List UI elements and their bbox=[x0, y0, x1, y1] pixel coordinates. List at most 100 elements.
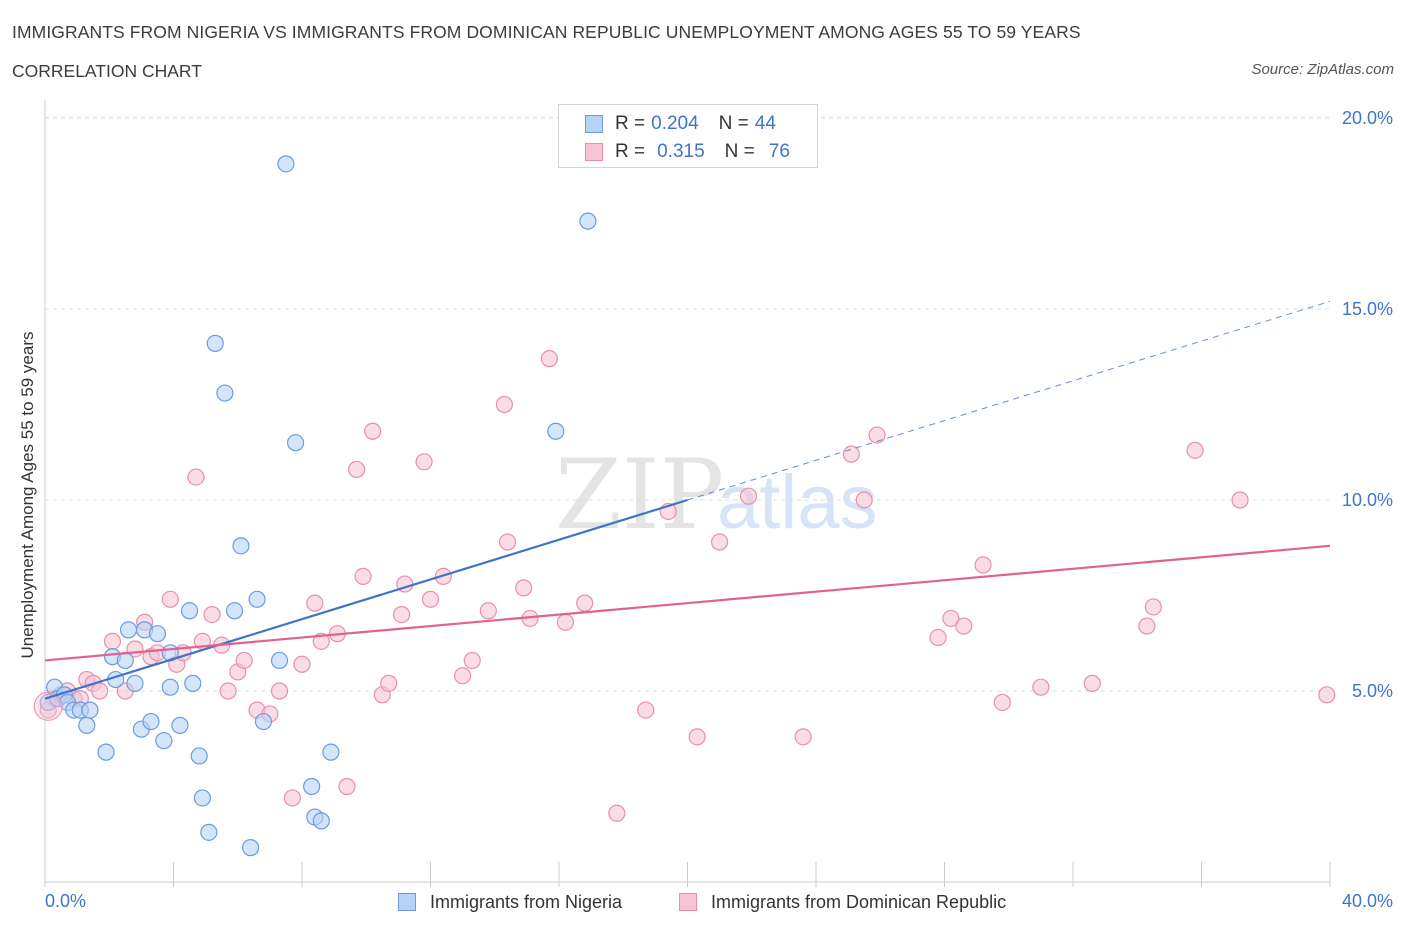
nigeria-point bbox=[286, 434, 305, 452]
dominican-point bbox=[794, 728, 812, 746]
dominican-point bbox=[1186, 441, 1204, 459]
dominican-point bbox=[187, 468, 205, 486]
dominican-point bbox=[993, 693, 1011, 712]
nigeria-point bbox=[225, 602, 244, 620]
nigeria-point bbox=[216, 384, 234, 402]
nigeria-point bbox=[180, 602, 199, 620]
nigeria-point bbox=[206, 334, 224, 352]
y-tick-label: 10.0% bbox=[1342, 490, 1393, 510]
dominican-point bbox=[1318, 686, 1336, 704]
dominican-point bbox=[499, 533, 517, 551]
dominican-point bbox=[421, 590, 440, 608]
chart-subtitle: CORRELATION CHART bbox=[12, 61, 202, 81]
nigeria-point bbox=[579, 212, 597, 230]
legend-row-dominican: R = 0.315 N = 76 bbox=[585, 140, 790, 164]
dominican-point bbox=[495, 395, 513, 414]
nigeria-point bbox=[171, 716, 189, 734]
dominican-point bbox=[1231, 491, 1249, 509]
stats-legend: R = 0.204 N = 44 R = 0.315 N = 76 bbox=[558, 104, 818, 168]
legend-n-value-nigeria: 44 bbox=[754, 113, 776, 134]
legend-row-nigeria: R = 0.204 N = 44 bbox=[585, 112, 776, 136]
legend-n-label: N = bbox=[718, 113, 749, 134]
dominican-point bbox=[348, 460, 366, 479]
dominican-point bbox=[955, 617, 973, 635]
nigeria-point bbox=[270, 651, 289, 670]
dominican-trend-line bbox=[44, 544, 1331, 662]
dominican-point bbox=[608, 804, 626, 822]
bottom-legend-nigeria: Immigrants from Nigeria bbox=[398, 890, 622, 914]
dominican-point bbox=[929, 628, 947, 647]
nigeria-point bbox=[126, 674, 144, 692]
nigeria-point bbox=[232, 537, 250, 555]
bottom-legend-label-dominican: Immigrants from Dominican Republic bbox=[711, 891, 1007, 912]
nigeria-trend-line bbox=[44, 498, 688, 700]
dominican-point bbox=[161, 590, 179, 608]
nigeria-point bbox=[254, 712, 273, 731]
dominican-point bbox=[354, 567, 372, 586]
bottom-legend-dominican: Immigrants from Dominican Republic bbox=[679, 890, 1006, 914]
watermark-atlas: atlas bbox=[717, 460, 878, 545]
legend-swatch-nigeria bbox=[585, 115, 603, 133]
nigeria-point bbox=[322, 743, 340, 761]
dominican-point bbox=[855, 491, 873, 509]
dominican-point bbox=[283, 789, 301, 807]
nigeria-point bbox=[119, 621, 138, 639]
legend-r-label: R = bbox=[615, 113, 646, 134]
nigeria-point bbox=[248, 590, 266, 608]
dominican-point bbox=[556, 613, 575, 631]
nigeria-point bbox=[303, 777, 321, 796]
dominican-point bbox=[479, 602, 497, 620]
nigeria-point bbox=[312, 812, 330, 830]
dominican-point bbox=[364, 422, 382, 440]
bottom-legend-label-nigeria: Immigrants from Nigeria bbox=[430, 891, 623, 912]
y-axis-label: Unemployment Among Ages 55 to 59 years bbox=[18, 331, 37, 659]
nigeria-point bbox=[148, 625, 167, 643]
dominican-point bbox=[739, 487, 758, 505]
nigeria-point bbox=[81, 701, 99, 719]
x-tick-label-right: 40.0% bbox=[1342, 891, 1393, 911]
dominican-point bbox=[1138, 617, 1156, 635]
nigeria-point bbox=[547, 422, 565, 440]
dominican-point bbox=[688, 728, 706, 746]
nigeria-point bbox=[155, 732, 173, 750]
legend-swatch-dominican bbox=[585, 143, 603, 161]
x-tick-label-left: 0.0% bbox=[45, 891, 86, 911]
dominican-point bbox=[1083, 674, 1101, 692]
nigeria-point bbox=[142, 712, 160, 731]
source-label: Source: ZipAtlas.com bbox=[1251, 61, 1394, 78]
nigeria-point bbox=[242, 839, 260, 857]
dominican-point bbox=[576, 594, 594, 612]
legend-n-value-dominican: 76 bbox=[768, 141, 790, 162]
dominican-point bbox=[306, 594, 324, 612]
legend-r-label: R = bbox=[615, 141, 646, 162]
dominican-point bbox=[91, 682, 109, 700]
nigeria-point bbox=[184, 674, 202, 692]
dominican-point bbox=[312, 632, 330, 650]
dominican-point bbox=[842, 445, 860, 463]
dominican-point bbox=[868, 426, 886, 444]
dominican-point bbox=[270, 682, 289, 700]
dominican-point bbox=[219, 682, 237, 700]
legend-n-label: N = bbox=[724, 141, 755, 162]
dominican-point bbox=[235, 651, 253, 670]
y-tick-label: 5.0% bbox=[1352, 681, 1393, 701]
y-tick-label: 15.0% bbox=[1342, 299, 1393, 319]
dominican-point bbox=[540, 350, 558, 368]
dominican-point bbox=[454, 667, 472, 685]
legend-r-value-nigeria: 0.204 bbox=[651, 113, 699, 134]
dominican-point bbox=[974, 556, 992, 574]
dominican-point bbox=[338, 777, 356, 796]
bottom-legend-swatch-nigeria bbox=[398, 893, 416, 911]
dominican-point bbox=[33, 691, 63, 721]
dominican-point bbox=[711, 533, 729, 551]
nigeria-point bbox=[200, 823, 218, 841]
chart-title: IMMIGRANTS FROM NIGERIA VS IMMIGRANTS FR… bbox=[12, 22, 1081, 42]
nigeria-point bbox=[193, 789, 212, 807]
dominican-point bbox=[392, 605, 411, 624]
dominican-point bbox=[380, 674, 398, 692]
nigeria-point bbox=[277, 155, 295, 173]
dominican-point bbox=[203, 605, 221, 624]
dominican-point bbox=[1032, 678, 1050, 696]
dominican-point bbox=[1144, 598, 1162, 616]
